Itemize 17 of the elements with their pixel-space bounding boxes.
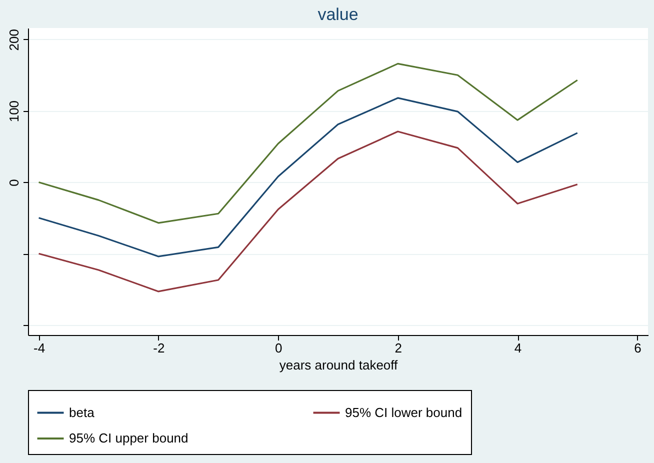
x-tick-label: 2 [394,340,402,356]
chart-title: value [318,5,358,24]
x-tick-label: -4 [33,340,46,356]
y-tick-label: 100 [6,100,22,122]
x-tick-label: 4 [514,340,522,356]
y-tick-label: 200 [6,29,22,51]
x-axis-title: years around takeoff [279,358,398,372]
x-tick-label: 0 [275,340,282,356]
line-series [38,62,578,224]
y-tick-label: 0 [6,179,22,186]
legend-label: 95% CI upper bound [69,430,188,446]
x-tick-label: -2 [153,340,165,356]
line-series [38,97,578,258]
x-tick-label: 6 [634,340,642,356]
line-series [38,130,578,292]
legend-label: 95% CI lower bound [345,404,462,420]
legend-label: beta [69,404,96,420]
